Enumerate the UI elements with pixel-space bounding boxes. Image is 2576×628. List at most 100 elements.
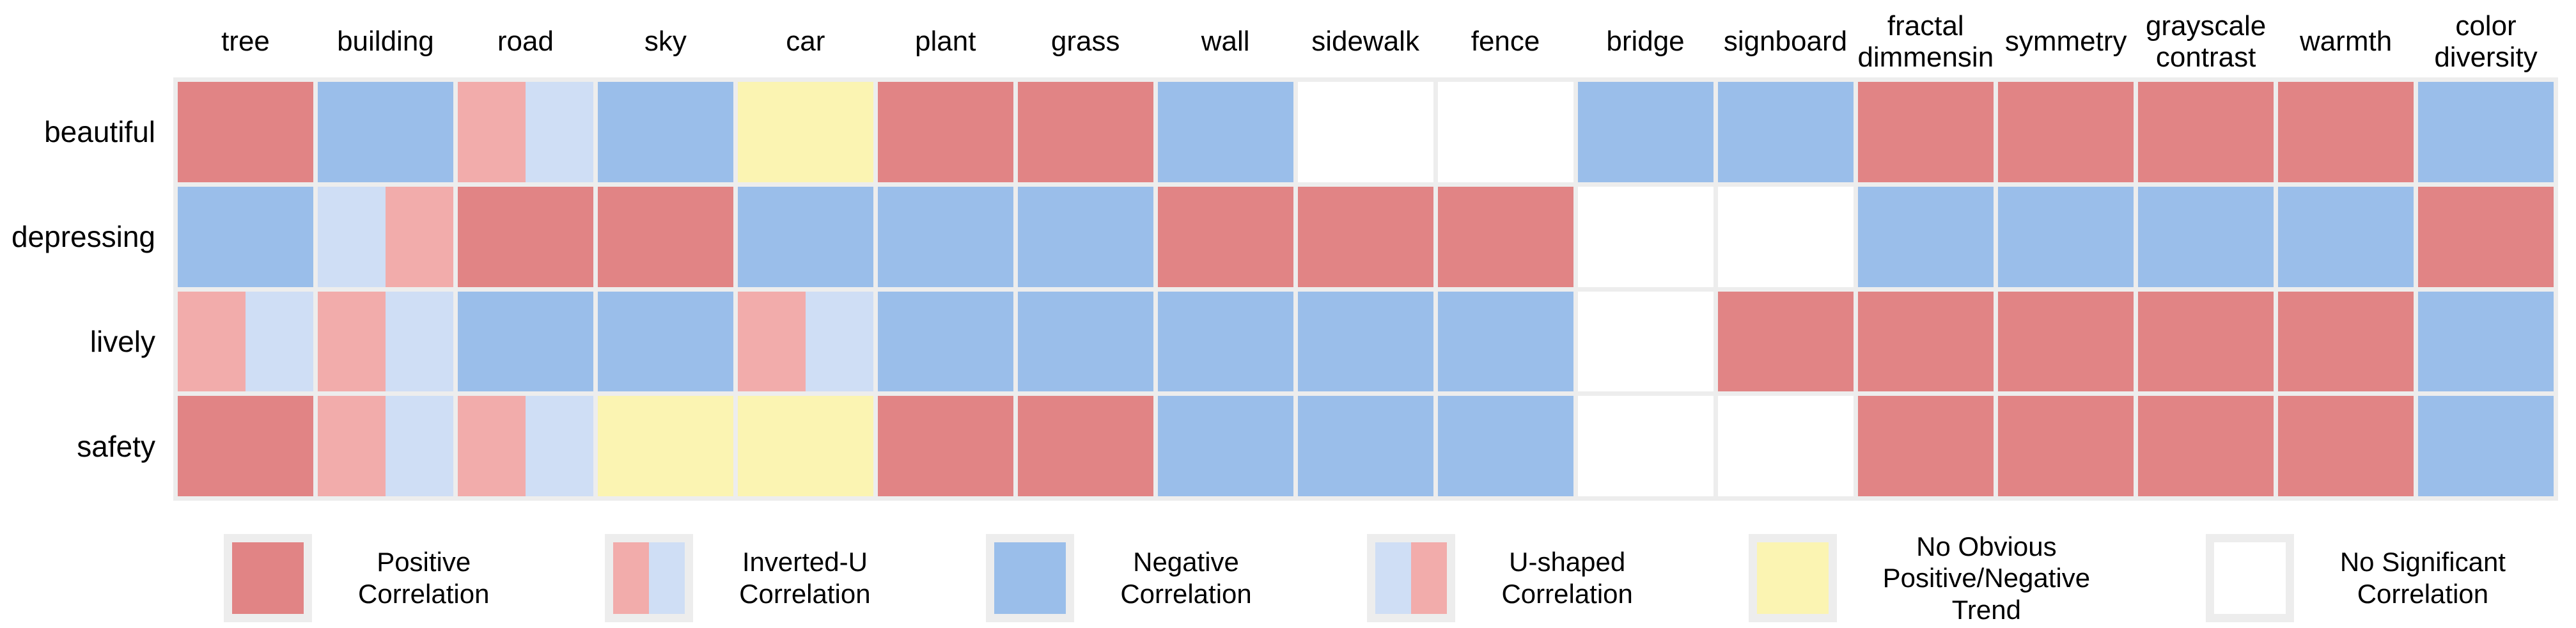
heatmap-cell-safety-sky <box>598 396 733 496</box>
row-label-depressing: depressing <box>11 220 155 254</box>
heatmap-cell-lively-sky <box>598 291 733 392</box>
legend-item-negative: Negative Correlation <box>986 534 1252 622</box>
heatmap-cell-beautiful-sidewalk <box>1298 82 1433 182</box>
heatmap-cell-depressing-sky <box>598 186 733 287</box>
heatmap-cell-beautiful-road <box>458 82 593 182</box>
column-header-symmetry: symmetry <box>2004 26 2127 58</box>
heatmap-cell-safety-grass <box>1018 396 1153 496</box>
heatmap-cell-beautiful-signboard <box>1718 82 1854 182</box>
heatmap-cell-lively-bridge <box>1578 291 1713 392</box>
heatmap-cell-beautiful-tree <box>178 82 313 182</box>
heatmap-cell-lively-warmth <box>2278 291 2414 392</box>
heatmap-cell-safety-bridge <box>1578 396 1713 496</box>
row-label-lively: lively <box>90 324 155 358</box>
heatmap-cell-beautiful-grass <box>1018 82 1153 182</box>
legend-item-u-shaped: U-shaped Correlation <box>1367 534 1633 622</box>
heatmap-cell-lively-color-diversity <box>2418 291 2554 392</box>
heatmap-cell-depressing-wall <box>1158 186 1293 287</box>
heatmap-cell-beautiful-color-diversity <box>2418 82 2554 182</box>
column-header-sky: sky <box>644 26 687 58</box>
column-header-tree: tree <box>221 26 270 58</box>
heatmap-cell-safety-fractal-dimmensin <box>1858 396 1994 496</box>
heatmap-cell-depressing-color-diversity <box>2418 186 2554 287</box>
legend-swatch-u <box>1367 534 1456 622</box>
heatmap-cell-depressing-car <box>738 186 873 287</box>
heatmap-cell-depressing-fence <box>1438 186 1573 287</box>
heatmap-cell-depressing-road <box>458 186 593 287</box>
legend-label: No Significant Correlation <box>2339 547 2506 609</box>
heatmap-cell-depressing-building <box>318 186 453 287</box>
heatmap-cell-beautiful-building <box>318 82 453 182</box>
matrix-corner-spacer <box>0 6 173 77</box>
heatmap-cell-lively-grass <box>1018 291 1153 392</box>
heatmap-cell-lively-fractal-dimmensin <box>1858 291 1994 392</box>
legend-item-positive: Positive Correlation <box>224 534 489 622</box>
heatmap-cell-safety-signboard <box>1718 396 1854 496</box>
column-header-signboard: signboard <box>1723 26 1848 58</box>
legend-label: Negative Correlation <box>1120 547 1252 609</box>
heatmap-cell-beautiful-car <box>738 82 873 182</box>
legend-label: No Obvious Positive/Negative Trend <box>1882 531 2091 625</box>
heatmap-cell-lively-building <box>318 291 453 392</box>
legend-swatch-chip <box>994 542 1066 614</box>
heatmap-cell-beautiful-wall <box>1158 82 1293 182</box>
heatmap-cell-beautiful-fence <box>1438 82 1573 182</box>
legend-swatch-chip <box>2213 542 2286 614</box>
heatmap-cell-safety-plant <box>878 396 1013 496</box>
column-header-plant: plant <box>915 26 976 58</box>
heatmap-cell-beautiful-sky <box>598 82 733 182</box>
column-header-fractal-dimmensin: fractal dimmensin <box>1857 10 1994 73</box>
legend-swatch-p <box>224 534 312 622</box>
legend-label: Positive Correlation <box>358 547 490 609</box>
heatmap-cell-lively-signboard <box>1718 291 1854 392</box>
row-labels: beautiful depressing lively safety <box>0 77 173 501</box>
heatmap-cell-depressing-tree <box>178 186 313 287</box>
heatmap-cell-depressing-warmth <box>2278 186 2414 287</box>
legend-label: U-shaped Correlation <box>1501 547 1633 609</box>
heatmap-cell-safety-car <box>738 396 873 496</box>
column-header-car: car <box>786 26 825 58</box>
heatmap-cell-beautiful-fractal-dimmensin <box>1858 82 1994 182</box>
heatmap-cell-depressing-grayscale-contrast <box>2138 186 2274 287</box>
heatmap-cell-beautiful-warmth <box>2278 82 2414 182</box>
column-header-sidewalk: sidewalk <box>1311 26 1419 58</box>
column-header-grayscale-contrast: grayscale contrast <box>2145 10 2267 73</box>
column-header-warmth: warmth <box>2299 26 2393 58</box>
column-headers: tree building road sky car plant grass wall side… <box>173 6 2558 77</box>
heatmap-cell-depressing-sidewalk <box>1298 186 1433 287</box>
heatmap-grid <box>173 77 2558 501</box>
legend-swatch-y <box>1748 533 1837 622</box>
column-header-bridge: bridge <box>1606 26 1685 58</box>
row-label-safety: safety <box>77 429 155 463</box>
heatmap-cell-depressing-signboard <box>1718 186 1854 287</box>
legend-swatch-chip <box>1756 542 1829 614</box>
heatmap-cell-lively-grayscale-contrast <box>2138 291 2274 392</box>
legend-item-no-significant: No Significant Correlation <box>2205 534 2506 622</box>
heatmap-cell-safety-tree <box>178 396 313 496</box>
heatmap-cell-lively-plant <box>878 291 1013 392</box>
legend-swatch-x <box>2205 534 2294 622</box>
heatmap-cell-beautiful-bridge <box>1578 82 1713 182</box>
heatmap-cell-lively-sidewalk <box>1298 291 1433 392</box>
heatmap-cell-beautiful-plant <box>878 82 1013 182</box>
column-header-fence: fence <box>1471 26 1540 58</box>
heatmap-cell-safety-fence <box>1438 396 1573 496</box>
heatmap-cell-depressing-bridge <box>1578 186 1713 287</box>
heatmap-cell-depressing-symmetry <box>1998 186 2134 287</box>
heatmap-cell-depressing-grass <box>1018 186 1153 287</box>
heatmap-cell-beautiful-symmetry <box>1998 82 2134 182</box>
heatmap-cell-depressing-plant <box>878 186 1013 287</box>
legend-swatch-iu <box>605 534 694 622</box>
heatmap-cell-safety-wall <box>1158 396 1293 496</box>
heatmap-matrix: tree building road sky car plant grass wall side… <box>0 6 2576 501</box>
heatmap-cell-lively-symmetry <box>1998 291 2134 392</box>
legend: Positive Correlation Inverted-U Correlati… <box>224 530 2506 626</box>
legend-item-inverted-u: Inverted-U Correlation <box>605 534 871 622</box>
column-header-color-diversity: color diversity <box>2434 10 2538 73</box>
heatmap-cell-safety-building <box>318 396 453 496</box>
legend-swatch-n <box>986 534 1075 622</box>
column-header-road: road <box>497 26 554 58</box>
correlation-heatmap-figure: tree building road sky car plant grass wall side… <box>0 6 2576 628</box>
column-header-wall: wall <box>1201 26 1250 58</box>
legend-item-no-obvious: No Obvious Positive/Negative Trend <box>1748 531 2091 626</box>
